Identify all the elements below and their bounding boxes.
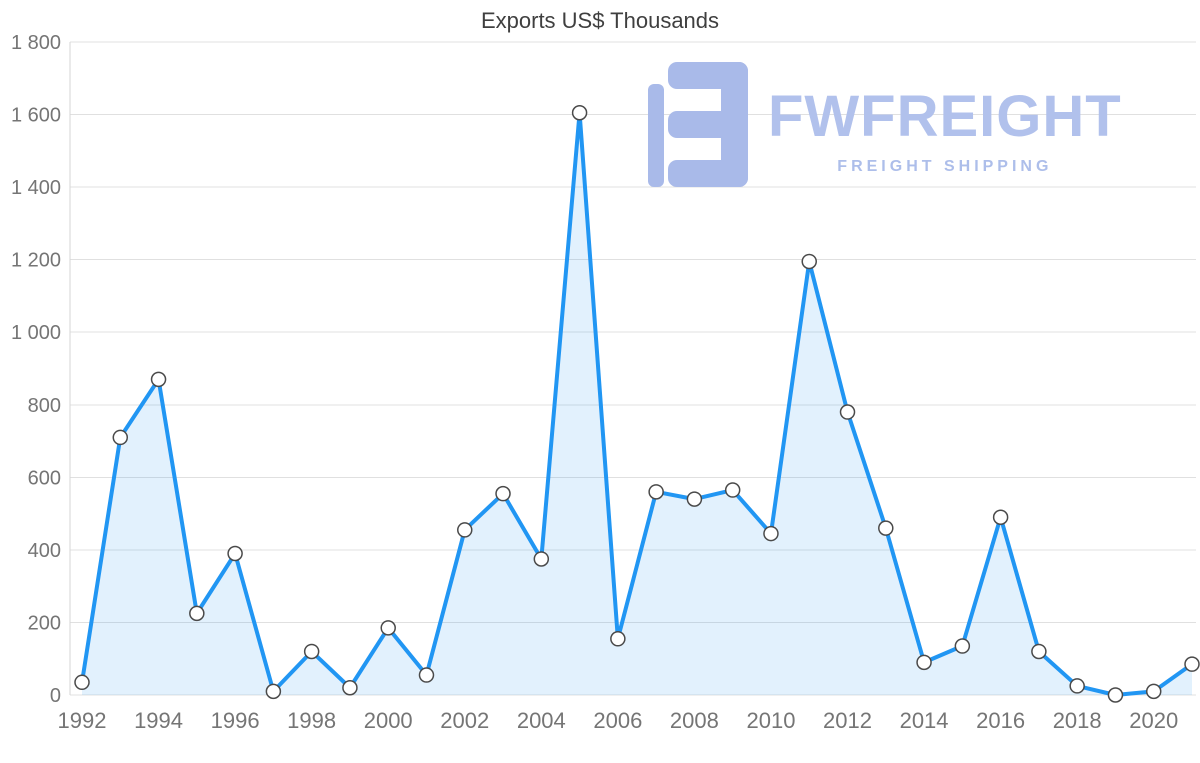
x-axis-tick-label: 2004: [517, 708, 566, 733]
data-point-2004[interactable]: [533, 551, 550, 567]
y-axis-tick-label: 0: [50, 685, 61, 707]
data-point-2014[interactable]: [916, 654, 932, 671]
data-point-1999[interactable]: [342, 679, 358, 696]
data-point-2021[interactable]: [1184, 656, 1200, 672]
watermark-text: FWFREIGHT FREIGHT SHIPPING: [768, 62, 1122, 176]
watermark-logo: FWFREIGHT FREIGHT SHIPPING: [648, 62, 1122, 187]
x-axis-tick-label: 1992: [58, 708, 107, 733]
data-point-1996[interactable]: [227, 545, 243, 562]
data-point-2000[interactable]: [380, 620, 396, 636]
data-point-2017[interactable]: [1031, 643, 1047, 660]
data-point-2007[interactable]: [648, 484, 664, 500]
y-axis-tick-label: 400: [28, 540, 61, 562]
x-axis-tick-label: 2006: [593, 708, 642, 733]
series-line: [80, 110, 1194, 697]
data-point-2010[interactable]: [763, 525, 779, 542]
x-axis-tick-label: 1996: [211, 708, 260, 733]
watermark-brand-text: FWFREIGHT: [768, 84, 1122, 149]
data-point-1998[interactable]: [303, 643, 320, 660]
data-point-2013[interactable]: [878, 520, 894, 536]
x-axis-tick-label: 2014: [900, 708, 949, 733]
data-point-2018[interactable]: [1069, 678, 1085, 694]
y-axis-tick-label: 1 400: [11, 177, 61, 199]
y-axis-tick-label: 800: [28, 395, 61, 417]
data-point-2008[interactable]: [686, 491, 703, 507]
x-axis-tick-label: 2000: [364, 708, 413, 733]
y-axis-tick-label: 1 000: [11, 322, 61, 344]
data-point-2011[interactable]: [801, 253, 817, 270]
data-point-2005[interactable]: [571, 104, 588, 121]
data-point-1994[interactable]: [150, 371, 167, 388]
data-point-2001[interactable]: [418, 667, 435, 683]
data-point-2019[interactable]: [1107, 687, 1124, 703]
data-point-2016[interactable]: [992, 509, 1009, 525]
data-point-2006[interactable]: [610, 631, 626, 647]
y-axis-tick-label: 1 800: [11, 32, 61, 54]
x-axis-tick-label: 2018: [1053, 708, 1102, 733]
watermark-tagline-text: FREIGHT SHIPPING: [837, 158, 1053, 175]
data-point-1993[interactable]: [112, 429, 129, 446]
x-axis-tick-label: 2002: [440, 708, 489, 733]
x-axis-tick-label: 2020: [1129, 708, 1178, 733]
x-axis-tick-label: 2012: [823, 708, 872, 733]
data-point-2020[interactable]: [1145, 683, 1162, 700]
y-axis-tick-label: 1 600: [11, 105, 61, 127]
y-axis-tick-label: 200: [28, 612, 61, 634]
fw-freight-logo-icon: [648, 62, 748, 187]
y-axis-tick-label: 600: [28, 467, 61, 489]
x-axis-tick-label: 1998: [287, 708, 336, 733]
data-point-2012[interactable]: [839, 404, 856, 420]
series-area-fill: [82, 112, 1192, 695]
data-point-2002[interactable]: [457, 522, 473, 538]
data-point-1997[interactable]: [265, 683, 282, 700]
x-axis-tick-label: 2008: [670, 708, 719, 733]
data-point-1995[interactable]: [189, 605, 205, 622]
chart-title: Exports US$ Thousands: [480, 8, 720, 33]
x-axis-tick-label: 1994: [134, 708, 183, 733]
data-point-1992[interactable]: [74, 674, 90, 691]
x-axis-tick-label: 2010: [746, 708, 795, 733]
y-axis-tick-label: 1 200: [11, 250, 61, 272]
data-point-2015[interactable]: [954, 638, 971, 654]
data-point-2009[interactable]: [724, 482, 741, 498]
x-axis-tick-label: 2016: [976, 708, 1025, 733]
data-point-2003[interactable]: [495, 485, 511, 502]
